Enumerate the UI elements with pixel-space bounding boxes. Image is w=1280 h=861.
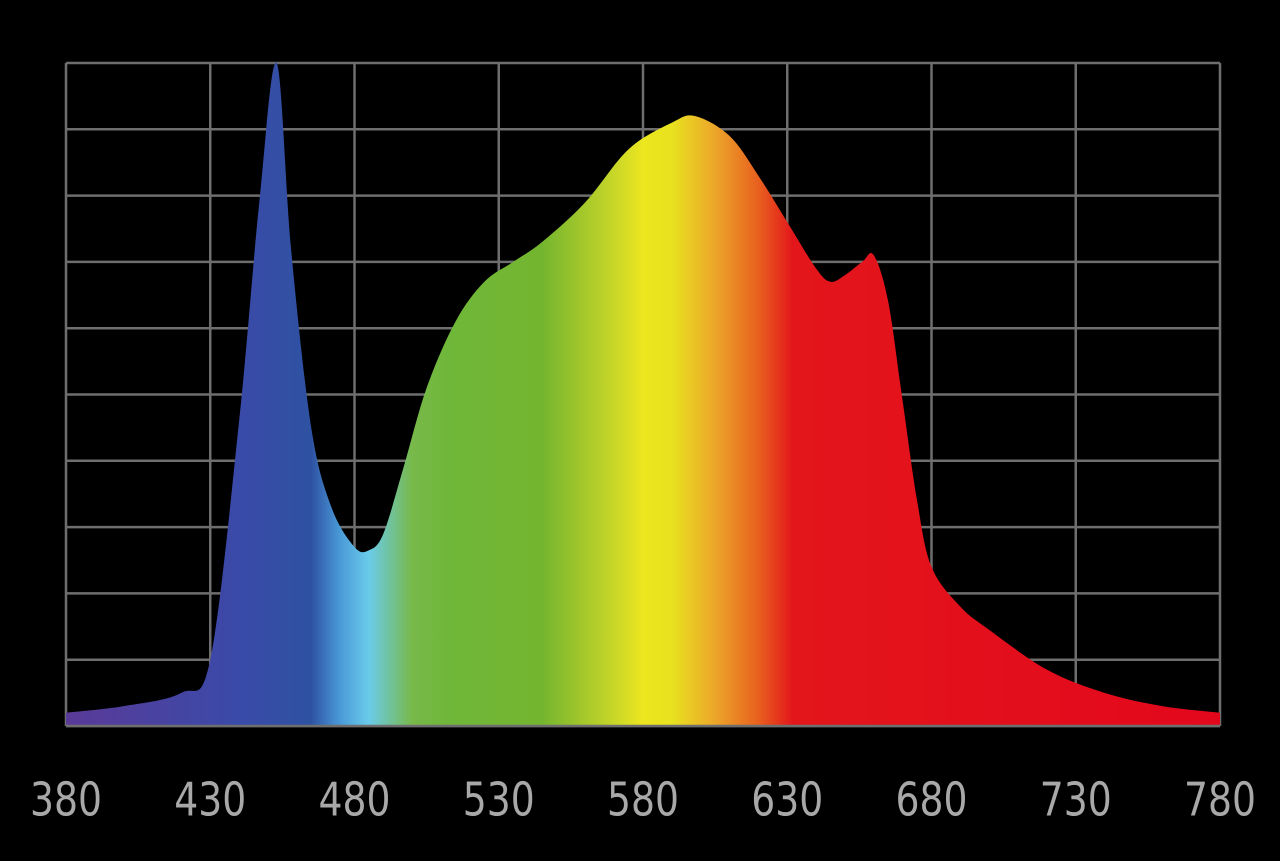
x-tick-label: 730	[1040, 773, 1112, 827]
x-tick-label: 630	[751, 773, 823, 827]
x-tick-label: 380	[30, 773, 102, 827]
x-tick-label: 430	[174, 773, 246, 827]
area-layer	[66, 62, 1220, 728]
x-tick-labels: 380 430 480 530 580 630 680 730 780	[30, 773, 1256, 827]
x-tick-label: 680	[896, 773, 968, 827]
spectrum-area	[66, 62, 1220, 727]
x-tick-label: 580	[607, 773, 679, 827]
x-tick-label: 780	[1184, 773, 1256, 827]
x-tick-label: 530	[463, 773, 535, 827]
x-tick-label: 480	[319, 773, 391, 827]
